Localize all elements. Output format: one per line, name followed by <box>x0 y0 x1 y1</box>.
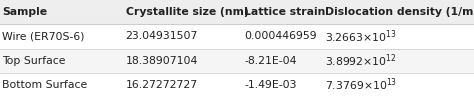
Text: 3.2663$\times$10$^{13}$: 3.2663$\times$10$^{13}$ <box>325 28 396 45</box>
Text: 7.3769$\times$10$^{13}$: 7.3769$\times$10$^{13}$ <box>325 77 397 93</box>
Text: -1.49E-03: -1.49E-03 <box>244 80 297 90</box>
Text: 18.38907104: 18.38907104 <box>126 56 198 66</box>
Text: 16.27272727: 16.27272727 <box>126 80 198 90</box>
Text: Lattice strain: Lattice strain <box>244 7 326 17</box>
Text: Sample: Sample <box>2 7 47 17</box>
Text: Wire (ER70S-6): Wire (ER70S-6) <box>2 31 85 41</box>
Text: Crystallite size (nm): Crystallite size (nm) <box>126 7 248 17</box>
Bar <box>0 24 474 48</box>
Text: Bottom Surface: Bottom Surface <box>2 80 88 90</box>
Bar <box>0 0 474 24</box>
Text: 0.000446959: 0.000446959 <box>244 31 317 41</box>
Text: Dislocation density (1/m²): Dislocation density (1/m²) <box>325 7 474 17</box>
Text: 3.8992$\times$10$^{12}$: 3.8992$\times$10$^{12}$ <box>325 52 396 69</box>
Bar <box>0 48 474 73</box>
Text: -8.21E-04: -8.21E-04 <box>244 56 297 66</box>
Bar <box>0 73 474 97</box>
Text: Top Surface: Top Surface <box>2 56 66 66</box>
Text: 23.04931507: 23.04931507 <box>126 31 198 41</box>
